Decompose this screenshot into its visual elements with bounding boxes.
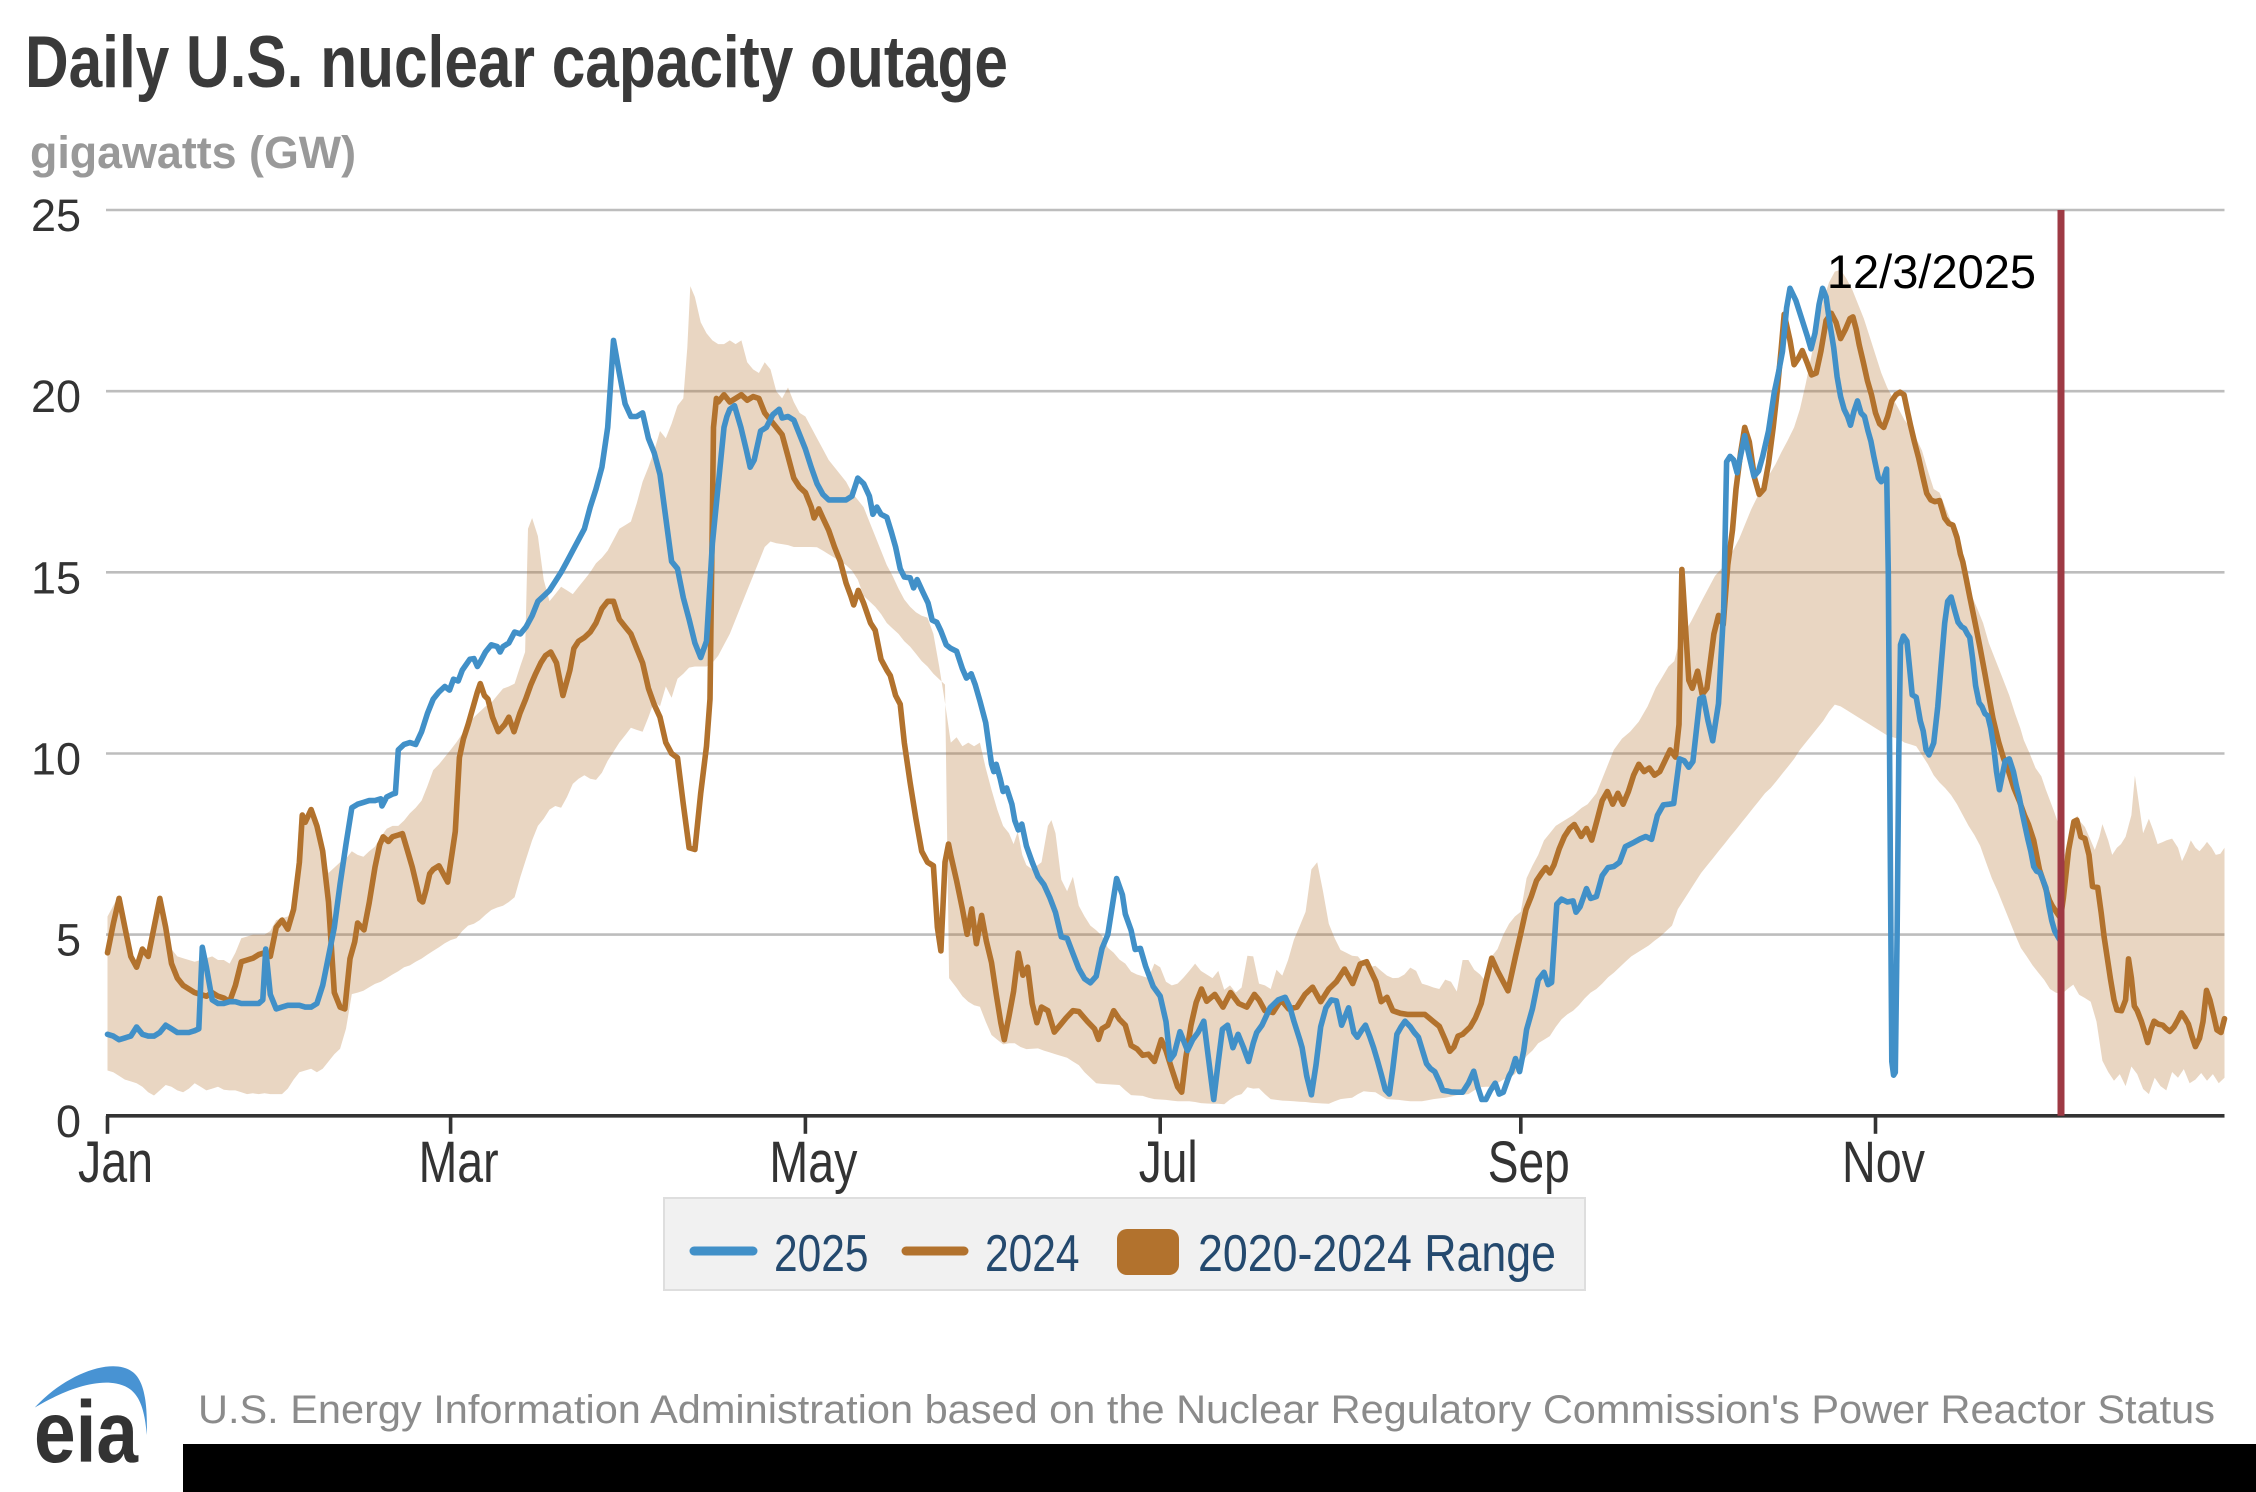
svg-text:May: May — [769, 1130, 857, 1195]
svg-text:0: 0 — [56, 1096, 81, 1147]
svg-text:Daily U.S. nuclear capacity ou: Daily U.S. nuclear capacity outage — [25, 22, 1008, 103]
svg-text:Nov: Nov — [1842, 1130, 1925, 1195]
svg-text:25: 25 — [31, 190, 81, 241]
svg-text:U.S. Energy Information Admini: U.S. Energy Information Administration b… — [198, 1388, 2215, 1432]
svg-text:20: 20 — [31, 371, 81, 422]
svg-text:10: 10 — [31, 734, 81, 785]
svg-text:15: 15 — [31, 552, 81, 603]
svg-text:Sep: Sep — [1488, 1130, 1570, 1195]
svg-text:gigawatts (GW): gigawatts (GW) — [30, 127, 356, 178]
svg-text:Jan: Jan — [78, 1130, 153, 1195]
svg-text:2020-2024 Range: 2020-2024 Range — [1198, 1225, 1556, 1283]
svg-text:eia: eia — [34, 1384, 139, 1481]
svg-text:2025: 2025 — [774, 1225, 869, 1283]
svg-text:12/3/2025: 12/3/2025 — [1827, 245, 2036, 298]
svg-text:5: 5 — [56, 915, 81, 966]
svg-text:Mar: Mar — [419, 1130, 499, 1195]
svg-text:2024: 2024 — [985, 1225, 1080, 1283]
svg-text:Jul: Jul — [1139, 1130, 1198, 1195]
